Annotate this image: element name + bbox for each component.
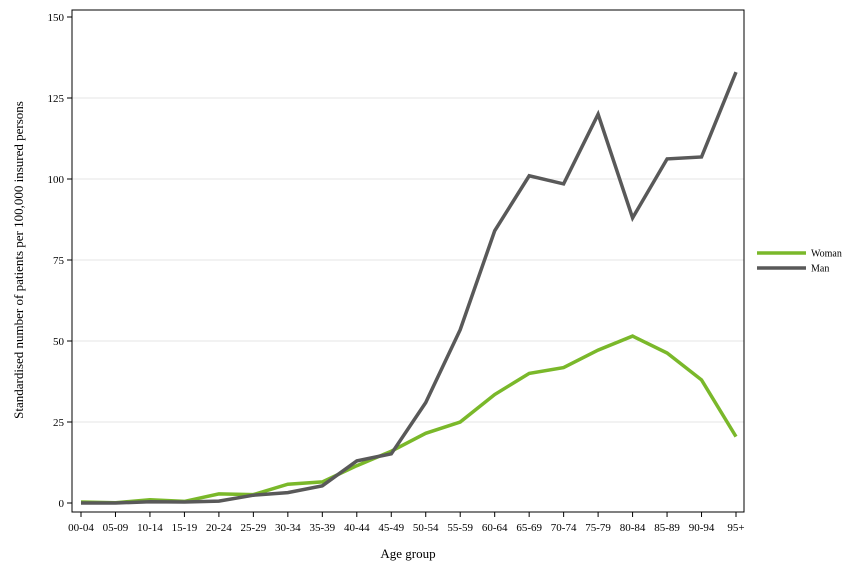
x-tick-label: 95+	[727, 522, 744, 534]
x-axis: 00-04 05-09 10-14 15-19 20-24 25-29 30-34 35-39…	[68, 512, 745, 534]
y-tick-label: 75	[53, 255, 65, 267]
x-tick-label: 55-59	[447, 522, 473, 534]
x-tick-label: 80-84	[620, 522, 646, 534]
x-axis-title: Age group	[380, 546, 435, 561]
gridlines	[72, 97, 744, 423]
x-tick-label: 30-34	[275, 522, 301, 534]
x-tick-label: 15-19	[172, 522, 198, 534]
x-tick-label: 65-69	[516, 522, 542, 534]
x-tick-label: 40-44	[344, 522, 370, 534]
y-axis: 0 25 50 75 100 125 150	[48, 12, 72, 510]
y-axis-title: Standardised number of patients per 100,…	[11, 101, 26, 419]
plot-frame	[71, 9, 745, 513]
x-tick-label: 45-49	[378, 522, 404, 534]
x-tick-label: 90-94	[689, 522, 715, 534]
legend: Woman Man	[757, 249, 842, 275]
legend-label-woman: Woman	[811, 249, 842, 260]
x-tick-label: 00-04	[68, 522, 94, 534]
series-lines	[80, 71, 738, 505]
y-tick-label: 150	[48, 12, 65, 24]
x-tick-label: 60-64	[482, 522, 508, 534]
x-tick-label: 20-24	[206, 522, 232, 534]
x-tick-label: 05-09	[103, 522, 129, 534]
x-tick-label: 85-89	[654, 522, 680, 534]
y-tick-label: 25	[53, 417, 65, 429]
y-tick-label: 125	[48, 93, 65, 105]
y-tick-label: 100	[48, 174, 65, 186]
x-tick-label: 10-14	[137, 522, 163, 534]
x-tick-label: 50-54	[413, 522, 439, 534]
x-tick-label: 25-29	[241, 522, 267, 534]
x-tick-label: 70-74	[551, 522, 577, 534]
x-tick-label: 75-79	[585, 522, 611, 534]
legend-label-man: Man	[811, 264, 829, 275]
x-tick-label: 35-39	[309, 522, 335, 534]
series-line-man	[81, 71, 738, 505]
y-tick-label: 50	[53, 336, 65, 348]
y-tick-label: 0	[59, 498, 65, 510]
